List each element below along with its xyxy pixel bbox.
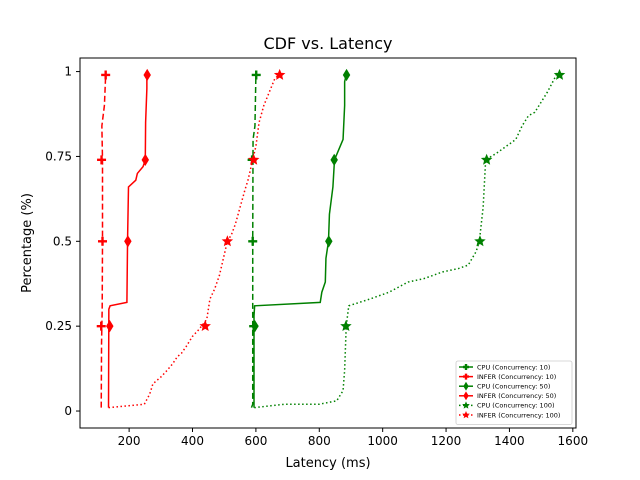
legend-marker xyxy=(463,381,469,391)
series-5-point-1 xyxy=(221,235,234,247)
legend-item-0: CPU (Concurrency: 10) xyxy=(459,363,550,371)
legend-marker xyxy=(463,391,469,401)
series-4-point-0 xyxy=(340,320,352,332)
series-0-point-3 xyxy=(251,70,261,80)
series-3-point-1 xyxy=(124,235,132,248)
series-1-point-3 xyxy=(101,70,111,80)
legend-marker xyxy=(463,373,469,380)
legend-label: INFER (Concurrency: 50) xyxy=(477,392,556,400)
legend-item-2: CPU (Concurrency: 50) xyxy=(459,381,550,391)
legend: CPU (Concurrency: 10) INFER (Concurrency:… xyxy=(455,360,573,425)
legend-marker xyxy=(462,401,470,409)
series-5-point-2 xyxy=(247,153,260,165)
x-tick-label: 200 xyxy=(118,434,141,448)
series-4-point-1 xyxy=(474,235,486,247)
plot-frame xyxy=(79,57,577,429)
y-tick-label: 0.25 xyxy=(45,319,72,333)
series-line-1 xyxy=(100,74,107,408)
y-tick-label: 1 xyxy=(64,65,72,79)
x-tick-label: 800 xyxy=(308,434,331,448)
series-4-point-2 xyxy=(480,153,493,165)
y-tick-label: 0 xyxy=(64,404,72,418)
series-1-point-1 xyxy=(98,236,108,246)
plot-marks xyxy=(96,68,566,409)
legend-item-3: INFER (Concurrency: 50) xyxy=(459,391,556,401)
x-tick-label: 1600 xyxy=(558,434,589,448)
y-axis-ticks: 0 0.25 0.5 0.75 1 xyxy=(45,65,80,418)
series-0-point-1 xyxy=(248,236,258,246)
y-axis-label: Percentage (%) xyxy=(20,193,35,293)
series-2-point-1 xyxy=(325,235,333,248)
legend-label: CPU (Concurrency: 50) xyxy=(477,383,550,391)
series-4 xyxy=(254,68,566,409)
legend-box xyxy=(455,360,573,425)
series-2-point-3 xyxy=(342,68,351,82)
series-4-point-3 xyxy=(553,68,566,80)
x-axis-label: Latency (ms) xyxy=(285,456,370,471)
series-2 xyxy=(251,68,351,408)
legend-label: INFER (Concurrency: 10) xyxy=(477,373,556,381)
y-tick-label: 0.75 xyxy=(45,149,72,163)
series-2-point-2 xyxy=(330,153,338,166)
chart-title: CDF vs. Latency xyxy=(264,34,393,53)
series-1 xyxy=(96,70,111,408)
series-3 xyxy=(106,68,151,408)
series-3-point-2 xyxy=(141,153,150,166)
legend-item-4: CPU (Concurrency: 100) xyxy=(459,401,555,410)
legend-label: INFER (Concurrency: 100) xyxy=(477,411,560,419)
series-1-point-0 xyxy=(96,321,106,331)
series-5-point-0 xyxy=(199,320,211,332)
series-5 xyxy=(108,68,286,409)
x-axis-ticks: 200 400 600 800 1000 1200 1400 1600 xyxy=(118,428,588,448)
legend-label: CPU (Concurrency: 10) xyxy=(477,363,550,371)
series-line-0 xyxy=(250,74,257,408)
legend-marker xyxy=(462,410,470,419)
series-1-point-2 xyxy=(97,155,107,165)
legend-item-5: INFER (Concurrency: 100) xyxy=(459,410,560,419)
legend-item-1: INFER (Concurrency: 10) xyxy=(459,373,556,381)
series-3-point-3 xyxy=(143,68,151,82)
series-3-point-0 xyxy=(106,320,114,333)
x-tick-label: 1200 xyxy=(431,434,462,448)
series-5-point-3 xyxy=(273,68,286,80)
legend-label: CPU (Concurrency: 100) xyxy=(477,402,555,410)
x-tick-label: 400 xyxy=(181,434,204,448)
series-line-4 xyxy=(254,74,558,409)
x-tick-label: 1000 xyxy=(367,434,398,448)
x-tick-label: 1400 xyxy=(494,434,525,448)
x-tick-label: 600 xyxy=(244,434,267,448)
series-2-point-0 xyxy=(251,320,259,333)
legend-marker xyxy=(463,364,469,370)
y-tick-label: 0.5 xyxy=(53,234,72,248)
series-line-3 xyxy=(107,74,148,408)
